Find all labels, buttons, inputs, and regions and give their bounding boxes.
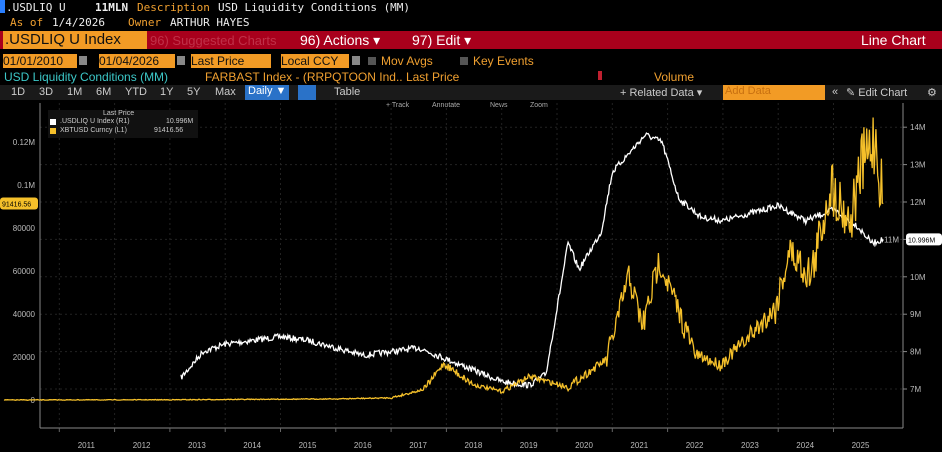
range-max[interactable]: Max <box>215 86 236 98</box>
table-button[interactable]: Table <box>334 86 361 98</box>
zoom-button[interactable]: Zoom <box>530 102 548 109</box>
suggested-charts-button[interactable]: 96) Suggested Charts <box>150 33 277 48</box>
edit-menu[interactable]: 97) Edit ▾ <box>412 32 472 48</box>
left-tick-label: 0.1M <box>17 181 35 190</box>
right-tick-label: 10M <box>910 273 926 282</box>
left-tick-label: 60000 <box>13 267 36 276</box>
code: 11MLN <box>95 1 129 14</box>
start-date-input[interactable]: 01/01/2010 <box>3 54 77 68</box>
right-tick-label: 7M <box>910 385 921 394</box>
range-5y[interactable]: 5Y <box>187 86 201 98</box>
description: USD Liquidity Conditions (MM) <box>218 1 411 14</box>
left-tick-label: 40000 <box>13 310 36 319</box>
edit-chart-label: Edit Chart <box>858 87 908 99</box>
x-tick-label: 2016 <box>354 441 372 450</box>
collapse-icon[interactable]: « <box>832 86 839 98</box>
menu-bar <box>0 31 942 49</box>
calendar-icon[interactable] <box>79 56 87 65</box>
x-tick-label: 2012 <box>133 441 151 450</box>
x-tick-label: 2024 <box>796 441 814 450</box>
right-tick-label: 9M <box>910 310 921 319</box>
range-1y[interactable]: 1Y <box>160 86 174 98</box>
right-tick-label: 8M <box>910 348 921 357</box>
range-ytd[interactable]: YTD <box>125 86 147 98</box>
security-field[interactable]: .USDLIQ U Index <box>3 31 147 49</box>
last-value-tag-right <box>906 233 942 246</box>
x-tick-label: 2015 <box>299 441 317 450</box>
chart-type[interactable]: Line Chart <box>861 32 926 48</box>
series-line <box>3 117 884 401</box>
annotate-button[interactable]: Annotate <box>432 102 461 109</box>
owner: ARTHUR HAYES <box>170 16 250 29</box>
legend-swatch <box>50 119 56 125</box>
x-tick-label: 2022 <box>686 441 704 450</box>
asof-date: 1/4/2026 <box>52 16 105 29</box>
news-button[interactable]: News <box>490 102 508 109</box>
series-1-label: USD Liquidity Conditions (MM) <box>4 70 169 84</box>
last-value-tag-left <box>0 197 38 210</box>
x-tick-label: 2023 <box>741 441 759 450</box>
legend-name: .USDLIQ U Index (R1) <box>60 118 130 125</box>
volume-label: Volume <box>654 70 695 84</box>
legend-swatch <box>50 128 56 134</box>
calendar-icon[interactable] <box>177 56 185 65</box>
x-tick-label: 2017 <box>409 441 427 450</box>
x-tick-label: 2013 <box>188 441 206 450</box>
asof-label: As of <box>10 16 44 29</box>
right-tick-label: 11M <box>884 235 899 244</box>
related-data-button[interactable]: + Related Data ▾ <box>620 87 703 99</box>
left-tick-label: 20000 <box>13 353 36 362</box>
gear-icon[interactable]: ⚙ <box>927 87 937 99</box>
legend-name: XBTUSD Curncy (L1) <box>60 127 127 134</box>
marker-icon <box>598 71 602 80</box>
right-tick-label: 13M <box>910 161 926 170</box>
toolbar: 1D 3D 1M 6M YTD 1Y 5Y Max Daily ▼ Table … <box>0 85 942 100</box>
range-1d[interactable]: 1D <box>11 86 26 98</box>
add-data-input[interactable]: Add Data <box>723 85 825 100</box>
range-3d[interactable]: 3D <box>39 86 54 98</box>
field-select[interactable]: Last Price <box>191 54 271 68</box>
mov-avgs-checkbox[interactable] <box>368 57 376 65</box>
frequency-select[interactable]: Daily ▼ <box>245 85 290 100</box>
track-button[interactable]: + Track <box>386 102 410 109</box>
last-value-left: 91416.56 <box>2 201 31 208</box>
x-tick-label: 2019 <box>520 441 538 450</box>
x-tick-label: 2014 <box>243 441 261 450</box>
chevron-down-icon[interactable] <box>352 56 360 65</box>
edit-chart-button[interactable]: ✎ Edit Chart <box>846 87 908 99</box>
series-2-label: FARBAST Index - (RRPQTOON Ind.. Last Pri… <box>205 70 460 84</box>
right-tick-label: 14M <box>910 123 926 132</box>
x-tick-label: 2020 <box>575 441 593 450</box>
range-6m[interactable]: 6M <box>96 86 112 98</box>
range-1m[interactable]: 1M <box>67 86 83 98</box>
owner-label: Owner <box>128 16 162 29</box>
legend: Last Price .USDLIQ U Index (R1) 10.996M … <box>48 110 198 138</box>
left-tick-label: 80000 <box>13 224 36 233</box>
x-tick-label: 2018 <box>465 441 483 450</box>
legend-title: Last Price <box>103 110 135 117</box>
legend-value: 91416.56 <box>154 127 184 134</box>
key-events-checkbox[interactable] <box>460 57 468 65</box>
ticker: .USDLIQ U <box>6 1 66 14</box>
x-tick-label: 2021 <box>630 441 648 450</box>
series-line <box>180 132 884 389</box>
legend-value: 10.996M <box>166 118 194 125</box>
x-tick-label: 2025 <box>852 441 870 450</box>
last-value-right: 10.996M <box>908 237 935 244</box>
actions-menu[interactable]: 96) Actions ▾ <box>300 32 381 48</box>
right-tick-label: 12M <box>910 198 926 207</box>
line-chart-icon[interactable] <box>298 85 316 100</box>
left-tick-label: 0.12M <box>13 138 36 147</box>
key-events-label: Key Events <box>473 54 534 68</box>
chart-area[interactable]: 2011 2012 2013 2014 2015 2016 2017 2018 2019 2020… <box>0 100 942 452</box>
currency-select[interactable]: Local CCY <box>281 54 349 68</box>
mov-avgs-label: Mov Avgs <box>381 54 433 68</box>
desc-label: Description <box>137 1 210 14</box>
end-date-input[interactable]: 01/04/2026 <box>99 54 175 68</box>
x-tick-label: 2011 <box>78 441 96 450</box>
cursor-marker <box>0 0 5 13</box>
